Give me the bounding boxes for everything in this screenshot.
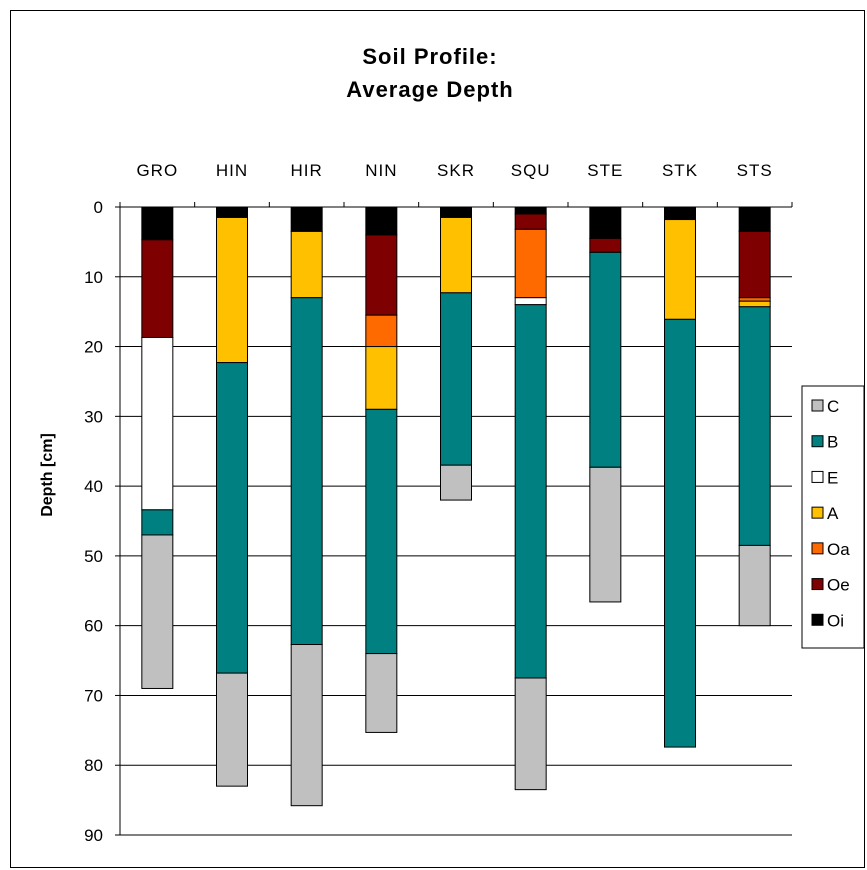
bar-segment-squ-c (514, 677, 547, 791)
category-labels: GRO HIN HIR NIN SKR SQU STE STK STS (136, 161, 773, 180)
bar-segment-nin-b (365, 408, 398, 655)
y-tick-label: 90 (84, 826, 103, 845)
bar-segment-hir-b (290, 297, 323, 646)
legend-label-c: C (827, 397, 839, 416)
legend-label-oi: Oi (827, 611, 844, 630)
bar-segment-gro-oi (141, 206, 174, 241)
bar-segment-gro-oe (141, 239, 174, 338)
category-label: SQU (511, 161, 551, 180)
legend-swatch-oa (811, 542, 824, 555)
bar-segment-skr-b (440, 292, 472, 466)
y-tick-label: 40 (84, 477, 103, 496)
bar-segment-squ-oa (514, 228, 547, 299)
bar-segment-squ-e (514, 297, 547, 306)
legend-label-oa: Oa (827, 540, 850, 559)
y-tick-label: 60 (84, 617, 103, 636)
bar-segment-stk-b (664, 318, 696, 748)
bar-segment-gro-c (141, 534, 174, 689)
bar-segment-stk-a (664, 219, 696, 320)
category-label: HIN (216, 161, 248, 180)
bar-segment-hir-c (290, 644, 323, 807)
y-tick-label: 50 (84, 547, 103, 566)
category-label: STS (737, 161, 773, 180)
bar-segment-squ-oi (514, 206, 547, 215)
bar-segment-squ-b (514, 304, 547, 679)
bar-segment-sts-oi (738, 206, 771, 232)
bar-segment-hir-a (290, 230, 323, 299)
y-tick-label: 10 (84, 268, 103, 287)
y-tick-label: 30 (84, 407, 103, 426)
bar-segment-sts-c (738, 544, 771, 627)
bar-segment-nin-a (365, 346, 398, 410)
category-label: SKR (437, 161, 475, 180)
bar-segment-nin-oi (365, 206, 398, 236)
y-tick-label: 80 (84, 756, 103, 775)
category-label: STE (587, 161, 623, 180)
y-tick-labels: 0 10 20 30 40 50 60 70 80 90 (84, 198, 103, 845)
bar-segment-ste-oi (589, 206, 622, 239)
y-tick-label: 0 (94, 198, 103, 217)
bar-segment-ste-oe (589, 237, 622, 253)
legend-label-b: B (827, 433, 838, 452)
chart-title: Soil Profile: Average Depth (346, 44, 513, 102)
y-axis-label: Depth [cm] (39, 433, 56, 517)
bar-segment-skr-a (440, 216, 472, 294)
stacked-bars (141, 206, 771, 807)
bar-segment-skr-oi (440, 206, 472, 218)
legend-label-oe: Oe (827, 576, 850, 595)
bar-segment-nin-c (365, 653, 398, 733)
bar-segment-sts-oa (738, 297, 771, 302)
y-tick-label: 20 (84, 338, 103, 357)
legend-box (801, 385, 865, 649)
bar-segment-nin-oe (365, 234, 398, 316)
bar-segment-skr-c (440, 464, 472, 501)
legend-label-e: E (827, 468, 838, 487)
bar-segment-nin-oa (365, 314, 398, 348)
y-tick-label: 70 (84, 686, 103, 705)
legend-swatch-oe (811, 578, 824, 591)
chart-title-line-1: Soil Profile: (362, 44, 497, 69)
bar-segment-gro-e (141, 336, 174, 511)
bar-segment-hir-oi (290, 206, 323, 232)
legend-label-a: A (827, 504, 839, 523)
category-label: STK (662, 161, 698, 180)
bar-segment-hin-oi (216, 206, 248, 218)
category-label: GRO (136, 161, 178, 180)
legend-swatch-oi (811, 613, 824, 626)
chart-title-line-2: Average Depth (346, 77, 513, 102)
bar-segment-hin-a (216, 216, 248, 364)
category-label: NIN (365, 161, 397, 180)
bar-segment-gro-b (141, 509, 174, 536)
bar-segment-ste-c (589, 466, 622, 603)
axes (115, 202, 793, 836)
bar-segment-sts-a (738, 300, 771, 308)
bar-segment-ste-b (589, 251, 622, 468)
legend-swatch-c (811, 399, 824, 412)
bar-segment-squ-oe (514, 213, 547, 230)
bar-segment-hin-c (216, 672, 248, 787)
legend-swatch-b (811, 435, 824, 448)
legend-swatch-e (811, 470, 824, 483)
category-label: HIR (291, 161, 323, 180)
legend-swatch-a (811, 506, 824, 519)
bar-segment-sts-oe (738, 230, 771, 299)
bar-segment-stk-oi (664, 206, 696, 221)
bar-segment-sts-b (738, 306, 771, 546)
bar-segment-hin-b (216, 362, 248, 674)
